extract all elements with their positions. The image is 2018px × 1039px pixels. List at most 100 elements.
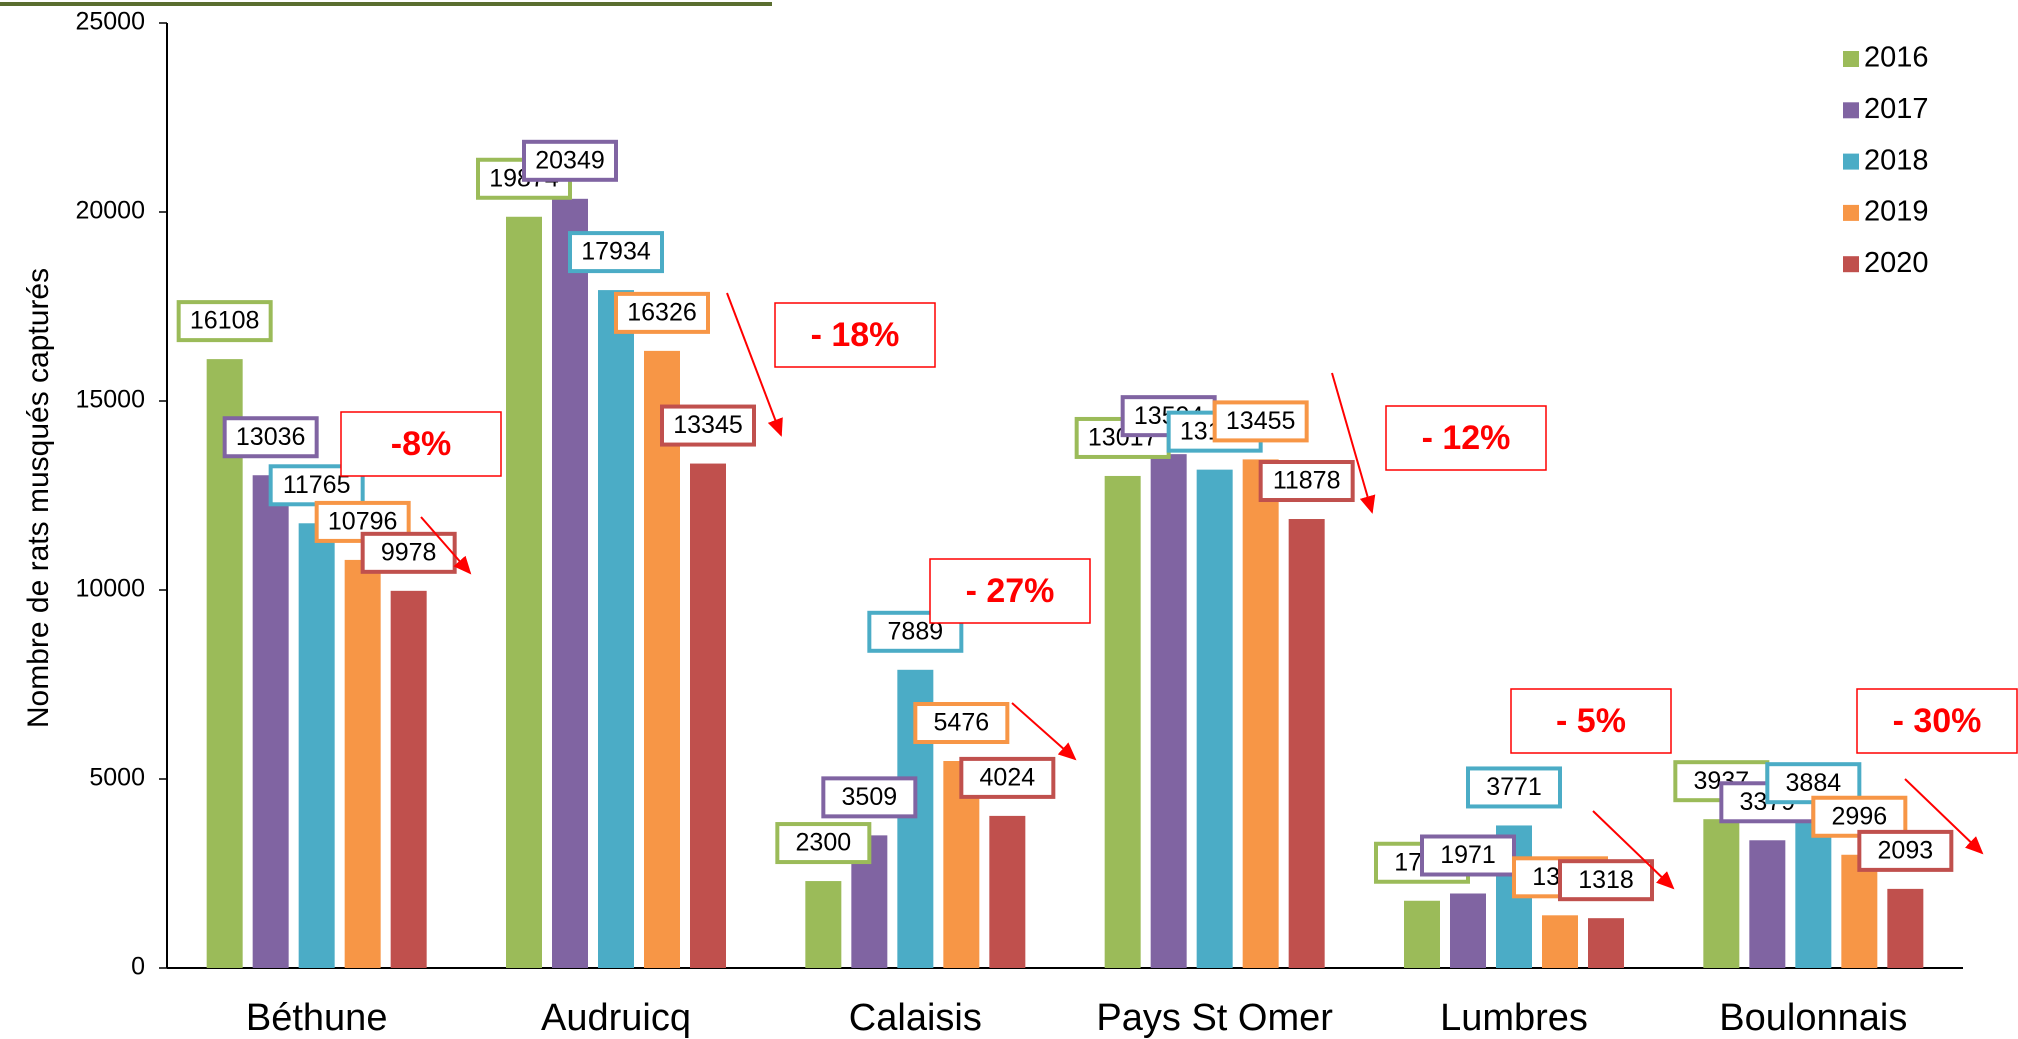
data-label-box [1558,859,1654,902]
bar [1841,854,1878,968]
bar [1749,840,1786,968]
bar [1288,519,1325,968]
data-label-box [775,822,872,865]
y-tick-label: 20000 [75,197,145,225]
annotation-box [340,411,502,477]
bar [805,881,842,968]
legend-swatch [1843,51,1859,67]
data-label-box [959,756,1056,799]
data-label-box [1466,766,1562,809]
bar [390,590,427,968]
bar [1150,454,1187,968]
bar [1887,888,1924,968]
bar [1242,459,1279,968]
legend-label: 2018 [1864,144,1929,176]
legend-label: 2020 [1864,247,1929,279]
annotation-arrow [726,292,783,437]
data-label: 1318 [1578,866,1634,894]
data-label-box [222,416,319,459]
data-label: 16108 [190,307,260,335]
annotation-arrow [1011,702,1077,761]
bar [690,463,726,968]
bar [1450,893,1486,968]
bar [989,815,1026,968]
data-label: 20349 [535,146,605,174]
data-label: 3884 [1786,769,1842,797]
annotation-box [1510,688,1672,754]
legend-label: 2019 [1864,196,1929,228]
data-label: 4024 [980,764,1036,792]
data-label: 2093 [1878,836,1934,864]
data-label: 2300 [796,829,852,857]
y-tick-label: 25000 [75,8,145,36]
data-label-box [360,531,457,574]
bar [344,559,381,968]
data-label: 16326 [627,298,697,326]
legend-label: 2016 [1864,42,1929,74]
annotation: - 12% [1422,419,1511,457]
data-label-box [1857,829,1954,872]
x-tick-label: Lumbres [1440,997,1588,1039]
annotation-arrow [420,516,472,575]
bar [298,523,335,968]
bar [1404,900,1440,968]
annotation-box [1385,405,1547,471]
legend-swatch [1843,256,1859,273]
annotation-arrow [1592,810,1675,890]
annotation: - 5% [1556,702,1626,740]
data-label-box [1258,460,1355,503]
data-label: 17934 [581,238,651,266]
data-label: 13036 [236,423,306,451]
annotation: -8% [391,425,451,463]
data-label: 3509 [842,783,898,811]
y-tick-label: 5000 [89,764,145,792]
legend-swatch [1843,153,1859,170]
bar [1104,475,1141,968]
bar [598,290,634,968]
x-tick-label: Audruicq [541,997,691,1039]
data-label-box [660,404,756,447]
data-label: 5476 [934,709,990,737]
data-label: 3771 [1486,773,1542,801]
bar [1588,918,1624,968]
data-label: 1971 [1440,841,1496,869]
data-label-box [821,776,918,819]
bar [552,198,588,968]
annotation: - 30% [1893,702,1982,740]
data-label-box [614,291,710,334]
annotation-box [774,302,936,368]
x-tick-label: Boulonnais [1719,997,1907,1039]
bar [644,350,680,968]
data-label-box [1420,834,1516,877]
data-label: 2996 [1832,802,1888,830]
annotation-arrow [1904,778,1984,855]
y-tick-label: 0 [131,953,145,981]
data-label-box [522,139,618,182]
annotation-box [1856,688,2018,754]
annotation-box [929,558,1091,624]
data-label: 10796 [328,508,398,536]
x-tick-label: Pays St Omer [1096,997,1333,1039]
legend-swatch [1843,204,1859,221]
data-label-box [568,231,664,274]
bar [1196,469,1233,968]
y-axis-label: Nombre de rats musqués capturés [22,268,55,728]
x-tick-label: Calaisis [849,997,982,1039]
data-label-box [913,702,1010,745]
annotation-arrow [1331,372,1376,514]
x-tick-label: Béthune [246,997,388,1039]
data-label-box [1212,400,1309,443]
bar [252,475,289,968]
y-tick-label: 10000 [75,575,145,603]
bar [506,216,542,968]
bar [1703,819,1740,968]
annotation: - 27% [966,572,1055,610]
data-label: 13455 [1226,407,1296,435]
data-label: 13345 [673,411,743,439]
data-label: 11765 [283,471,351,499]
data-label-box [176,300,273,343]
data-label: 11878 [1273,467,1341,495]
bar [206,359,243,968]
bar [1542,915,1578,968]
